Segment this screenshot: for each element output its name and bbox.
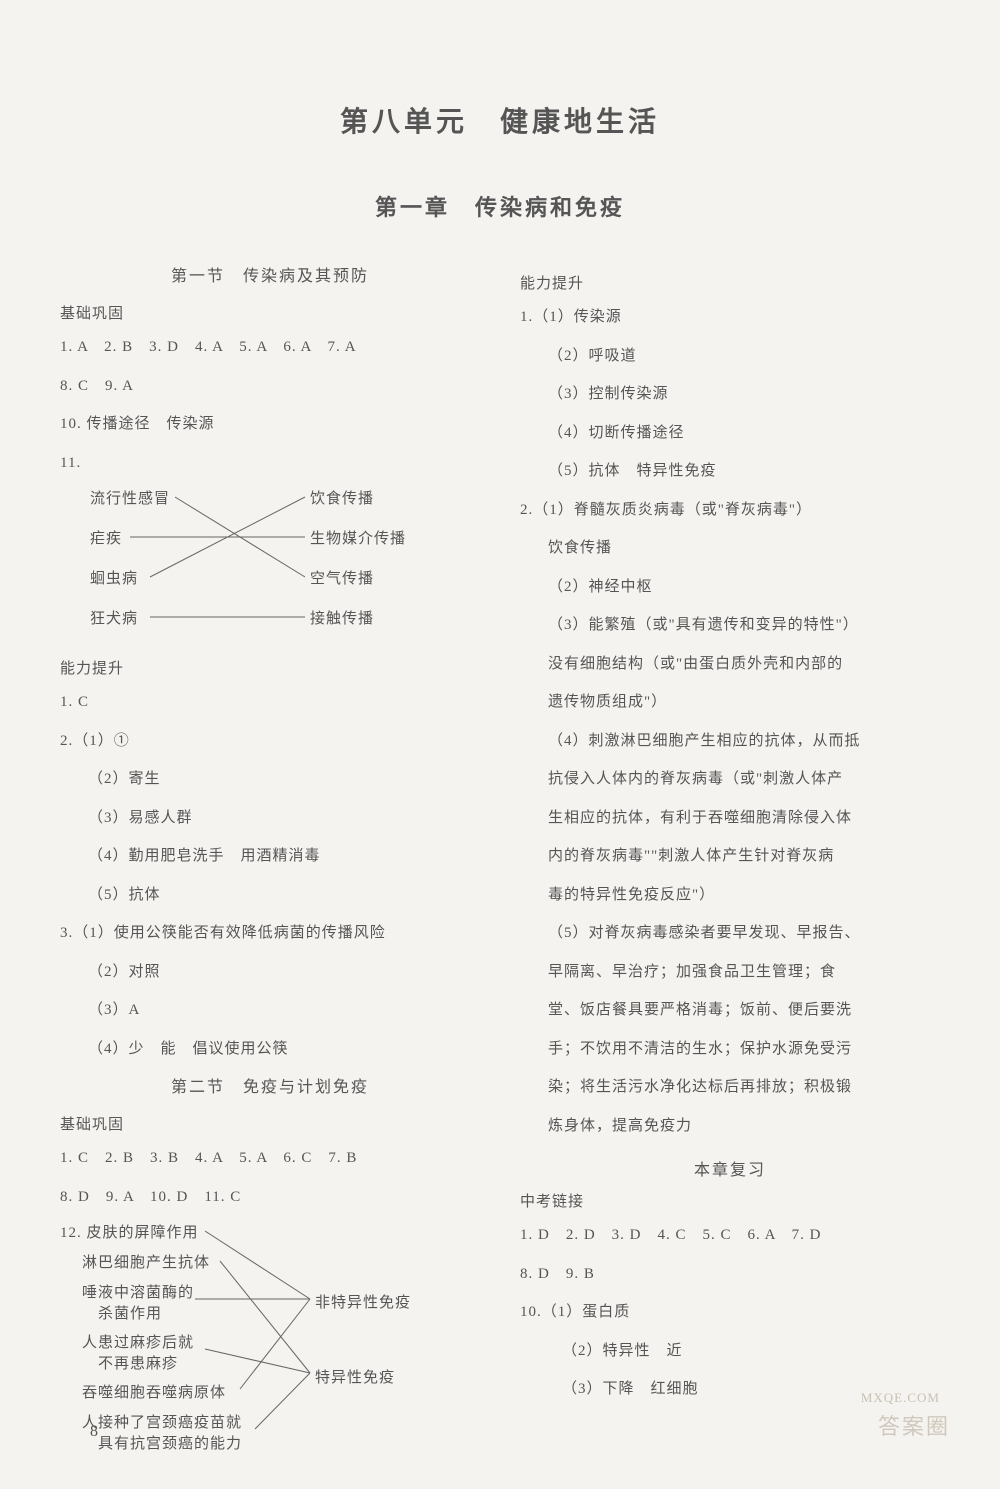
answer-text: 没有细胞结构（或"由蛋白质外壳和内部的 [520,650,940,679]
answer-text: 8. C 9. A [60,372,480,401]
watermark-url: MXQE.COM [861,1390,940,1406]
answer-text: （3）能繁殖（或"具有遗传和变异的特性"） [520,611,940,640]
answer-text: 1. C [60,688,480,717]
answer-text: （5）对脊灰病毒感染者要早发现、早报告、 [520,919,940,948]
matching-diagram-1: 流行性感冒 疟疾 蛔虫病 狂犬病 饮食传播 生物媒介传播 空气传播 接触传播 [60,487,480,647]
answer-text: 染；将生活污水净化达标后再排放；积极锻 [520,1073,940,1102]
left-column: 第一节 传染病及其预防 基础巩固 1. A 2. B 3. D 4. A 5. … [60,262,480,1489]
answer-text: （2）对照 [60,958,480,987]
answer-text: （2）呼吸道 [520,342,940,371]
right-column: 能力提升 1.（1）传染源 （2）呼吸道 （3）控制传染源 （4）切断传播途径 … [520,262,940,1489]
diagram-lines [60,487,480,647]
answer-text: 11. [60,449,480,478]
answer-text: 饮食传播 [520,534,940,563]
review-title: 本章复习 [520,1156,940,1180]
answer-text: （4）少 能 倡议使用公筷 [60,1035,480,1064]
exam-heading: 中考链接 [520,1190,940,1211]
answer-text: （4）勤用肥皂洗手 用酒精消毒 [60,842,480,871]
section1-title: 第一节 传染病及其预防 [60,262,480,286]
chapter-title: 第一章 传染病和免疫 [60,190,940,222]
answer-text: （2）特异性 近 [520,1337,940,1366]
answer-text: 10.（1）蛋白质 [520,1298,940,1327]
answer-text: 毒的特异性免疫反应"） [520,881,940,910]
unit-title: 第八单元 健康地生活 [60,100,940,140]
answer-text: 1. C 2. B 3. B 4. A 5. A 6. C 7. B [60,1144,480,1173]
answer-text: （4）切断传播途径 [520,419,940,448]
section2-title: 第二节 免疫与计划免疫 [60,1073,480,1097]
answer-text: 内的脊灰病毒""刺激人体产生针对脊灰病 [520,842,940,871]
basic-heading: 基础巩固 [60,302,480,323]
matching-diagram-2: 12. 皮肤的屏障作用 淋巴细胞产生抗体 唾液中溶菌酶的 杀菌作用 人患过麻疹后… [60,1221,480,1481]
content-columns: 第一节 传染病及其预防 基础巩固 1. A 2. B 3. D 4. A 5. … [60,262,940,1489]
answer-text: 堂、饭店餐具要严格消毒；饭前、便后要洗 [520,996,940,1025]
answer-text: 8. D 9. A 10. D 11. C [60,1183,480,1212]
answer-text: 2.（1）脊髓灰质炎病毒（或"脊灰病毒"） [520,496,940,525]
ability-heading: 能力提升 [60,657,480,678]
answer-text: 生相应的抗体，有利于吞噬细胞清除侵入体 [520,804,940,833]
diagram-lines [60,1221,480,1481]
answer-text: 1. A 2. B 3. D 4. A 5. A 6. A 7. A [60,333,480,362]
page-number: 8 [90,1423,98,1441]
answer-text: 2.（1）① [60,727,480,756]
answer-text: 10. 传播途径 传染源 [60,410,480,439]
answer-text: 8. D 9. B [520,1260,940,1289]
answer-text: 早隔离、早治疗；加强食品卫生管理；食 [520,958,940,987]
basic-heading: 基础巩固 [60,1113,480,1134]
answer-text: （2）神经中枢 [520,573,940,602]
answer-text: 手；不饮用不清洁的生水；保护水源免受污 [520,1035,940,1064]
watermark: 答案圈 [878,1409,950,1441]
answer-text: 3.（1）使用公筷能否有效降低病菌的传播风险 [60,919,480,948]
answer-text: 1.（1）传染源 [520,303,940,332]
answer-text: （2）寄生 [60,765,480,794]
answer-text: 炼身体，提高免疫力 [520,1112,940,1141]
ability-heading: 能力提升 [520,272,940,293]
answer-text: （5）抗体 [60,881,480,910]
answer-text: 遗传物质组成"） [520,688,940,717]
answer-text: 1. D 2. D 3. D 4. C 5. C 6. A 7. D [520,1221,940,1250]
answer-text: （5）抗体 特异性免疫 [520,457,940,486]
answer-text: 抗侵入人体内的脊灰病毒（或"刺激人体产 [520,765,940,794]
answer-text: （3）控制传染源 [520,380,940,409]
answer-text: （3）易感人群 [60,804,480,833]
answer-text: （3）A [60,996,480,1025]
answer-text: （4）刺激淋巴细胞产生相应的抗体，从而抵 [520,727,940,756]
